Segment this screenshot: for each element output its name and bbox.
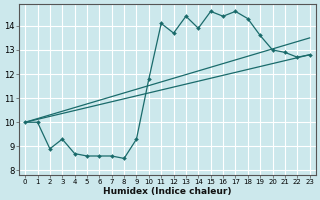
X-axis label: Humidex (Indice chaleur): Humidex (Indice chaleur) [103, 187, 232, 196]
